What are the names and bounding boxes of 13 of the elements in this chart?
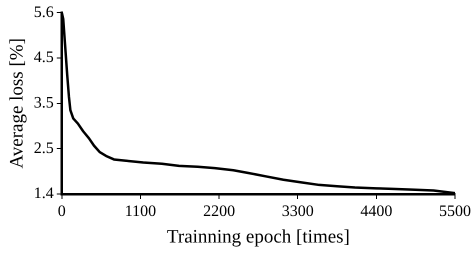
y-tick-label: 2.5	[34, 140, 54, 157]
x-axis-title: Trainning epoch [times]	[166, 226, 350, 248]
y-tick-label: 4.5	[34, 49, 54, 66]
x-tick-label: 4400	[360, 202, 392, 220]
y-axis-title: Average loss [%]	[6, 38, 28, 169]
y-tick-label: 5.6	[34, 4, 54, 21]
x-tick-label: 2200	[203, 202, 236, 220]
y-tick-label: 1.4	[34, 185, 54, 202]
x-tick-label: 3300	[282, 202, 314, 220]
x-tick-label: 0	[58, 202, 66, 220]
x-tick-label: 1100	[124, 202, 156, 220]
y-tick-label: 3.5	[34, 94, 54, 112]
x-tick-label: 5500	[439, 202, 471, 220]
